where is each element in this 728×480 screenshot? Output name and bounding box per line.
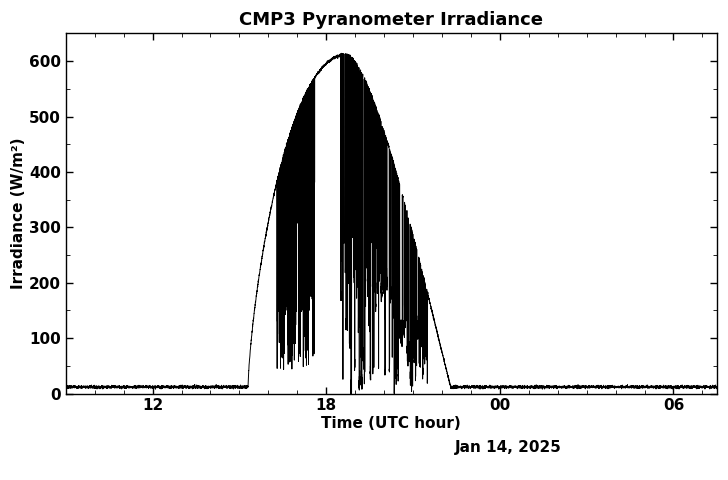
Title: CMP3 Pyranometer Irradiance: CMP3 Pyranometer Irradiance: [240, 11, 543, 29]
X-axis label: Time (UTC hour): Time (UTC hour): [322, 416, 462, 431]
Y-axis label: Irradiance (W/m²): Irradiance (W/m²): [11, 138, 26, 289]
Text: Jan 14, 2025: Jan 14, 2025: [455, 441, 562, 456]
